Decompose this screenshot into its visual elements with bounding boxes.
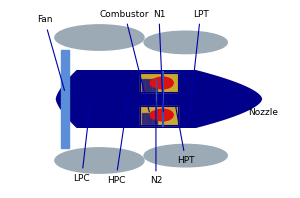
Bar: [106, 77, 108, 86]
Bar: [78, 84, 80, 86]
Bar: [151, 79, 153, 91]
Ellipse shape: [144, 31, 227, 54]
Text: HPC: HPC: [106, 104, 127, 185]
Bar: [103, 78, 105, 86]
Bar: [154, 79, 155, 91]
Bar: [99, 79, 101, 86]
Bar: [147, 79, 148, 91]
Bar: [95, 80, 98, 86]
Polygon shape: [56, 71, 262, 127]
Bar: [88, 82, 91, 86]
Text: Combustor: Combustor: [100, 10, 149, 112]
Ellipse shape: [55, 25, 144, 50]
Bar: [113, 76, 115, 86]
Bar: [188, 77, 191, 89]
Ellipse shape: [150, 79, 157, 87]
Bar: [149, 113, 151, 124]
Bar: [124, 75, 126, 85]
Bar: [116, 77, 118, 85]
Ellipse shape: [152, 77, 173, 89]
Bar: [144, 113, 146, 124]
Bar: [119, 76, 121, 85]
Bar: [140, 73, 178, 92]
Bar: [135, 74, 137, 85]
Ellipse shape: [152, 109, 173, 121]
Bar: [110, 76, 112, 86]
Bar: [193, 78, 195, 89]
Bar: [197, 79, 200, 89]
Bar: [151, 113, 153, 124]
Bar: [92, 81, 94, 86]
Ellipse shape: [144, 144, 227, 167]
Bar: [144, 79, 146, 91]
Ellipse shape: [150, 111, 157, 119]
Bar: [140, 106, 178, 125]
Bar: [156, 113, 158, 124]
Bar: [184, 76, 186, 89]
Bar: [122, 76, 123, 85]
Text: LPT: LPT: [189, 10, 208, 120]
Bar: [132, 74, 134, 85]
Text: HPT: HPT: [174, 99, 194, 165]
Bar: [127, 75, 129, 85]
Bar: [137, 74, 139, 85]
Bar: [130, 75, 131, 85]
Bar: [156, 79, 158, 91]
Text: Nozzle: Nozzle: [236, 102, 278, 117]
Bar: [179, 75, 182, 89]
Bar: [154, 113, 155, 124]
Bar: [142, 79, 143, 91]
Text: N2: N2: [150, 102, 162, 186]
Bar: [149, 79, 151, 91]
Text: N1: N1: [153, 10, 165, 112]
Text: LPC: LPC: [73, 104, 90, 183]
Bar: [81, 84, 83, 86]
Bar: [61, 50, 69, 148]
Bar: [85, 83, 87, 86]
Bar: [147, 113, 148, 124]
Bar: [142, 113, 143, 124]
Text: Fan: Fan: [37, 15, 64, 90]
Ellipse shape: [55, 148, 144, 173]
